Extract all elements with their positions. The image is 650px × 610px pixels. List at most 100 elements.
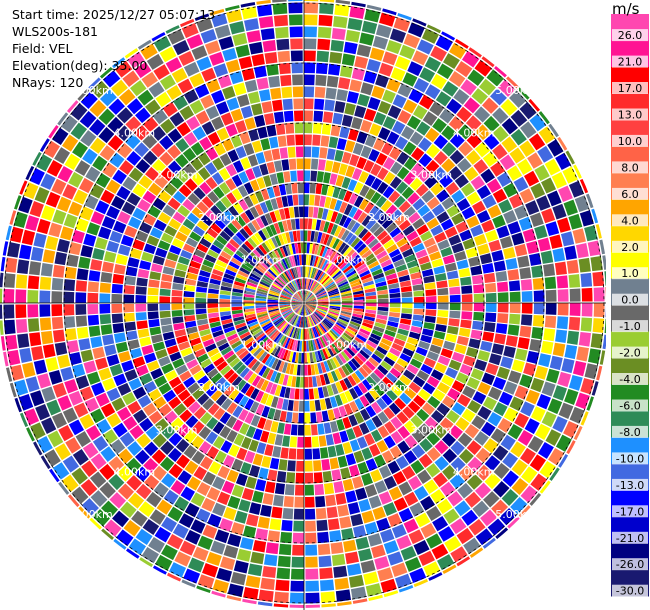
- velocity-cell: [141, 344, 154, 356]
- velocity-cell: [205, 176, 218, 190]
- velocity-cell: [292, 327, 298, 339]
- velocity-cell: [374, 555, 390, 570]
- velocity-cell: [150, 142, 166, 158]
- velocity-cell: [257, 334, 267, 344]
- colorbar-tick-bg: [612, 425, 648, 438]
- velocity-cell: [560, 231, 575, 247]
- velocity-cell: [17, 333, 30, 349]
- velocity-cell: [356, 334, 367, 343]
- velocity-cell: [228, 261, 240, 270]
- velocity-cell: [307, 316, 312, 327]
- velocity-cell: [125, 116, 142, 132]
- velocity-cell: [435, 323, 447, 333]
- velocity-cell: [183, 61, 200, 77]
- velocity-cell: [323, 319, 333, 328]
- velocity-cell: [256, 309, 267, 314]
- velocity-cell: [173, 276, 185, 284]
- velocity-cell: [10, 364, 24, 381]
- colorbar-tick-label: 2.0: [621, 241, 639, 254]
- velocity-cell: [179, 540, 196, 556]
- velocity-cell: [322, 470, 333, 483]
- velocity-cell: [599, 350, 606, 367]
- velocity-cell: [247, 358, 258, 369]
- velocity-cell: [127, 400, 142, 415]
- velocity-cell: [114, 60, 133, 78]
- velocity-cell: [538, 126, 556, 144]
- velocity-cell: [507, 324, 520, 336]
- velocity-cell: [232, 235, 243, 246]
- velocity-cell: [143, 352, 157, 364]
- velocity-cell: [358, 227, 369, 239]
- velocity-cell: [483, 134, 500, 150]
- velocity-cell: [197, 574, 215, 589]
- velocity-cell: [499, 236, 513, 249]
- velocity-cell: [480, 509, 498, 527]
- velocity-cell: [191, 450, 205, 465]
- velocity-cell: [289, 339, 295, 350]
- velocity-cell: [268, 293, 279, 298]
- velocity-cell: [436, 280, 448, 289]
- velocity-cell: [320, 274, 329, 284]
- velocity-cell: [251, 375, 261, 387]
- velocity-cell: [43, 140, 60, 158]
- velocity-cell: [304, 266, 306, 278]
- velocity-cell: [340, 310, 352, 316]
- velocity-cell: [289, 363, 295, 375]
- velocity-cell: [255, 307, 267, 311]
- velocity-cell: [284, 257, 291, 269]
- velocity-cell: [324, 99, 335, 112]
- velocity-cell: [324, 247, 332, 259]
- velocity-cell: [417, 388, 431, 401]
- velocity-cell: [519, 188, 535, 204]
- velocity-cell: [399, 44, 416, 60]
- velocity-cell: [106, 354, 120, 367]
- velocity-cell: [334, 323, 345, 332]
- velocity-cell: [301, 340, 304, 352]
- velocity-cell: [350, 318, 362, 325]
- velocity-cell: [272, 99, 283, 112]
- velocity-cell: [406, 259, 419, 269]
- velocity-cell: [431, 337, 444, 347]
- velocity-cell: [540, 250, 554, 264]
- velocity-cell: [274, 482, 285, 495]
- velocity-cell: [325, 87, 337, 100]
- velocity-cell: [305, 303, 316, 309]
- velocity-cell: [352, 290, 364, 295]
- velocity-cell: [207, 403, 220, 416]
- velocity-cell: [359, 349, 370, 360]
- velocity-cell: [522, 228, 537, 243]
- velocity-cell: [465, 347, 479, 358]
- velocity-cell: [259, 201, 269, 214]
- velocity-cell: [177, 205, 191, 218]
- velocity-cell: [215, 200, 227, 213]
- velocity-cell: [283, 288, 293, 296]
- velocity-cell: [177, 423, 191, 438]
- velocity-cell: [266, 186, 275, 199]
- velocity-cell: [341, 229, 350, 241]
- velocity-cell: [421, 268, 434, 278]
- velocity-cell: [315, 183, 323, 195]
- velocity-cell: [473, 303, 485, 312]
- velocity-cell: [336, 278, 348, 286]
- velocity-cell: [454, 250, 467, 262]
- velocity-cell: [293, 508, 304, 520]
- velocity-cell: [167, 160, 182, 175]
- velocity-cell: [312, 268, 317, 279]
- velocity-cell: [282, 507, 294, 520]
- velocity-cell: [470, 329, 483, 340]
- velocity-cell: [305, 304, 315, 310]
- velocity-cell: [477, 350, 490, 362]
- velocity-cell: [305, 278, 308, 290]
- velocity-cell: [244, 240, 255, 251]
- velocity-cell: [252, 453, 264, 466]
- velocity-cell: [98, 367, 112, 381]
- velocity-cell: [238, 198, 249, 211]
- velocity-cell: [131, 510, 148, 527]
- velocity-cell: [135, 312, 147, 321]
- velocity-cell: [159, 74, 176, 90]
- velocity-cell: [376, 439, 389, 453]
- velocity-cell: [239, 331, 251, 340]
- velocity-cell: [125, 266, 138, 277]
- velocity-cell: [373, 368, 385, 380]
- velocity-cell: [347, 17, 363, 31]
